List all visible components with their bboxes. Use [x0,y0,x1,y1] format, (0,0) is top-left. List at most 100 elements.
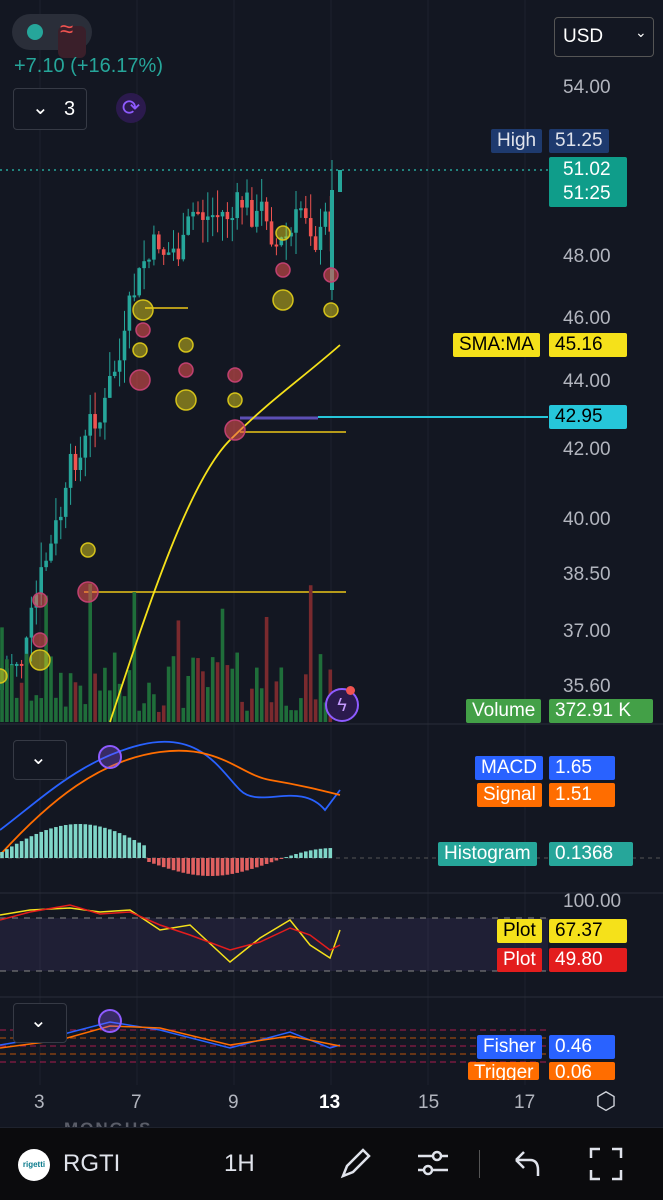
currency-select[interactable]: USD ⌄ [554,17,654,57]
signal-marker [32,592,48,608]
volume-bar [279,667,284,722]
candle-body [108,376,112,398]
candle-body [88,414,92,436]
volume-bar [294,710,298,722]
fullscreen-icon[interactable] [588,1146,624,1182]
histogram-bar [274,858,279,861]
volume-bar [68,673,73,722]
histogram-bar [264,858,269,864]
volume-bar [181,707,186,722]
chevron-down-icon: ⌄ [635,24,647,40]
fisher-marker [98,1009,122,1033]
price-tick: 37.00 [563,621,611,642]
volume-bar [284,705,288,722]
histogram-bar [245,858,249,871]
volume-bar [274,681,279,722]
volume-bar [137,710,141,722]
volume-bar [245,710,249,722]
histogram-bar [181,858,186,873]
time-tick: 17 [514,1092,536,1113]
notification-dot [346,686,355,695]
candle-body [264,201,269,222]
signal-marker [135,322,151,338]
volume-bar [112,652,117,722]
signal-marker [132,299,154,321]
volume-bar [206,687,210,722]
histogram-bar [34,833,39,858]
candle-body [127,295,132,331]
collapse-fisher-button[interactable]: ⌄ [13,1003,67,1043]
collapse-macd-button[interactable]: ⌄ [13,740,67,780]
price-tick: 40.00 [563,509,611,530]
signal-marker [227,392,243,408]
histogram-bar [186,858,190,874]
volume-bar [201,671,205,722]
candle-body [98,422,102,429]
price-chart[interactable] [0,0,663,1127]
volume-bar [186,675,190,722]
candle-body [210,215,215,218]
price-tick: 38.50 [563,564,611,585]
signal-marker [32,632,48,648]
histogram-bar [117,833,122,858]
volume-bar [196,658,200,722]
candle-body [284,236,288,239]
candle-body [230,218,235,221]
volume-bar [225,665,230,722]
histogram-label-badge: Histogram [438,842,537,866]
candle-body [274,244,279,247]
symbol-button[interactable]: RGTI [63,1150,121,1177]
high-value-badge: 51.25 [549,129,609,153]
symbol-logo[interactable]: rigetti [18,1149,50,1181]
sma-value-badge: 45.16 [549,333,627,357]
histogram-bar [235,858,239,873]
high-label-badge: High [491,129,543,153]
histogram-bar [93,825,97,858]
histogram-bar [68,824,73,858]
volume-bar [210,657,215,722]
volume-bar [83,704,88,722]
draw-pencil-icon[interactable] [337,1146,373,1182]
volume-bar [49,656,53,722]
candle-body [235,192,239,219]
volume-bar [318,654,323,722]
refresh-icon[interactable]: ⟳ [116,93,146,123]
volume-bar [171,656,176,722]
histogram-bar [24,838,29,858]
toolbar-divider [479,1150,480,1178]
undo-icon[interactable] [510,1146,542,1182]
candle-body [166,252,171,255]
rsi-plot-1 [0,907,341,963]
chart-area[interactable]: ≈ +7.10 (+16.17%) USD ⌄ ⌄ 3 ⟳ 54.00 48.0… [0,0,663,1127]
candle-body [152,234,156,260]
volume-bar [127,670,132,722]
histogram-bar [225,858,230,875]
time-tick: 7 [131,1092,142,1113]
histogram-bar [255,858,259,868]
signal-label-badge: Signal [477,783,542,807]
signal-marker [224,419,246,441]
volume-bar [161,705,166,722]
candle-body [39,567,43,595]
volume-bar [108,690,112,722]
histogram-bar [201,858,205,876]
histogram-bar [328,848,333,858]
volume-bar [88,583,92,722]
collapse-indicators-button[interactable]: ⌄ 3 [13,88,87,130]
settings-gear-icon[interactable]: ⬡ [595,1088,617,1115]
histogram-bar [63,825,68,858]
histogram-bar [220,858,225,876]
histogram-bar [10,846,14,858]
indicator-settings-icon[interactable] [415,1146,451,1182]
price-tick: 42.00 [563,439,611,460]
candle-body [63,487,68,517]
chevron-down-icon: ⌄ [32,97,49,119]
candle-body [186,216,190,235]
indicator-toggle[interactable]: ≈ [12,14,92,58]
candle-body [142,261,146,269]
histogram-bar [44,830,48,858]
fisher-value-badge: 0.46 [549,1035,615,1059]
wave-icon [58,26,86,58]
candle-body [161,249,166,255]
interval-button[interactable]: 1H [224,1150,255,1177]
